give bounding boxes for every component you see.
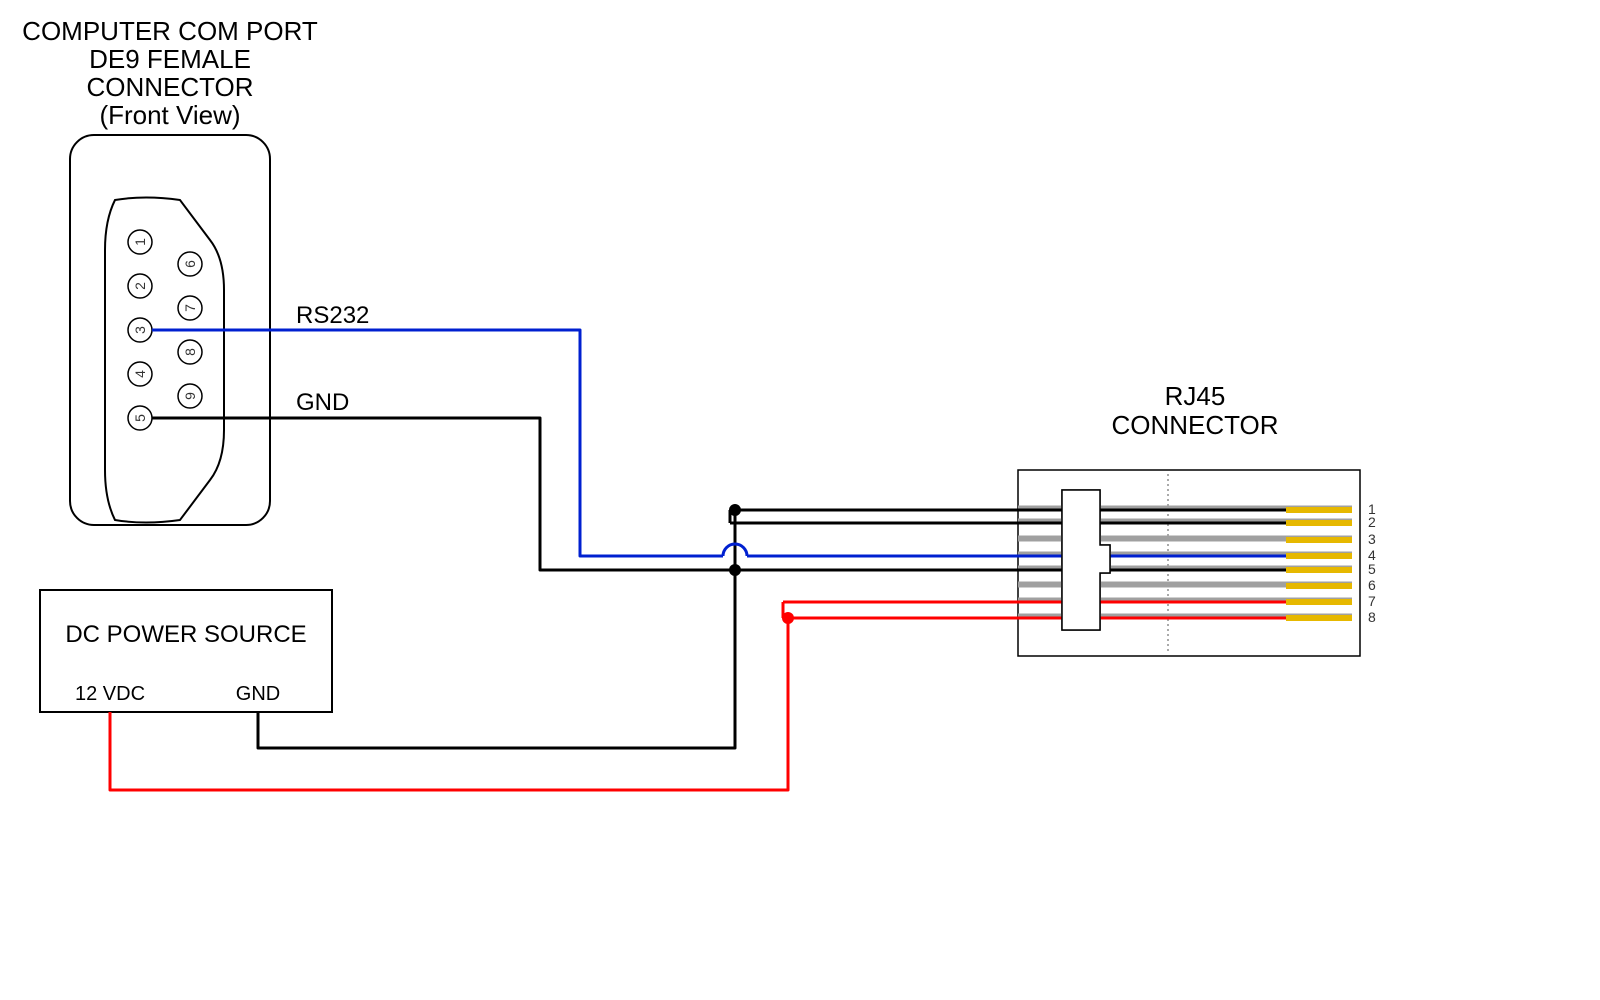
label-rs232: RS232 — [296, 302, 369, 329]
de9-pin-label-9: 9 — [182, 392, 198, 400]
de9-pin-label-2: 2 — [132, 282, 148, 290]
dc-gnd-label: GND — [236, 683, 280, 705]
de9-title-line: DE9 FEMALE — [89, 44, 251, 74]
rj45-title-1: RJ45 — [1165, 381, 1226, 411]
rj45-pin-num-5: 5 — [1368, 561, 1376, 577]
rj45-title-2: CONNECTOR — [1111, 410, 1278, 440]
de9-pin-label-1: 1 — [132, 238, 148, 246]
de9-pin-label-4: 4 — [132, 370, 148, 378]
node-black-top — [729, 504, 741, 516]
dc-title: DC POWER SOURCE — [65, 621, 306, 648]
de9-pin-label-3: 3 — [132, 326, 148, 334]
de9-shell — [105, 198, 224, 523]
de9-pin-label-5: 5 — [132, 414, 148, 422]
rj45-pin-num-3: 3 — [1368, 531, 1376, 547]
de9-pin-label-7: 7 — [182, 304, 198, 312]
wire-rs232-a — [152, 330, 723, 556]
de9-pin-label-6: 6 — [182, 260, 198, 268]
rj45-pin-num-6: 6 — [1368, 577, 1376, 593]
node-gnd-junction — [729, 564, 741, 576]
de9-title-line: CONNECTOR — [86, 72, 253, 102]
wire-gnd-dc — [258, 570, 735, 748]
de9-pin-label-8: 8 — [182, 348, 198, 356]
wiring-diagram: COMPUTER COM PORTDE9 FEMALECONNECTOR(Fro… — [0, 0, 1600, 1000]
dc-12vdc-label: 12 VDC — [75, 683, 145, 705]
label-gnd: GND — [296, 389, 349, 416]
node-vdc — [782, 612, 794, 624]
rj45-pin-num-8: 8 — [1368, 609, 1376, 625]
wire-gnd-de9 — [152, 418, 735, 570]
rj45-pin-num-7: 7 — [1368, 593, 1376, 609]
de9-title-line: (Front View) — [99, 100, 240, 130]
rj45-pin-num-2: 2 — [1368, 514, 1376, 530]
de9-title-line: COMPUTER COM PORT — [22, 16, 318, 46]
